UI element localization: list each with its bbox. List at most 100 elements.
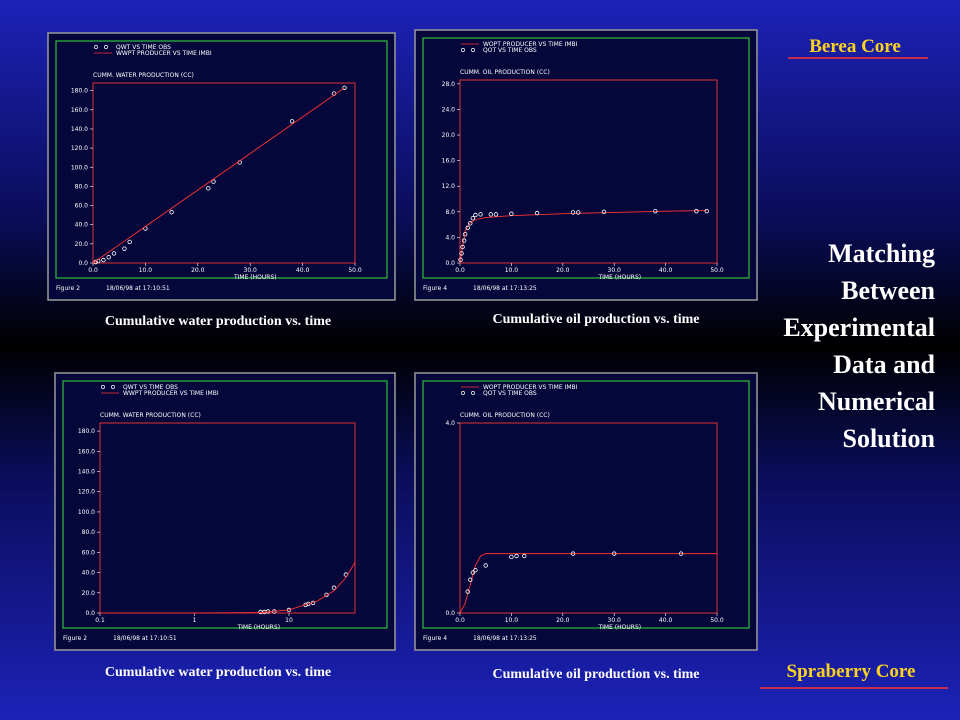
- legend-marker: [461, 391, 465, 395]
- figure-label: Figure 4: [423, 635, 447, 642]
- x-tick-label: 40.0: [296, 267, 310, 274]
- data-point: [169, 210, 174, 215]
- title-line: Data and: [833, 350, 935, 379]
- y-tick-label: 120.0: [78, 489, 95, 496]
- x-axis-label: TIME (HOURS): [598, 274, 642, 281]
- data-point: [465, 225, 470, 231]
- data-point: [473, 212, 478, 218]
- data-point: [694, 208, 699, 214]
- data-point: [509, 554, 514, 560]
- y-tick-label: 40.0: [82, 570, 96, 577]
- y-tick-label: 40.0: [75, 222, 89, 229]
- y-tick-label: 180.0: [71, 88, 88, 95]
- timestamp: 18/06/98 at 17:13:25: [473, 635, 537, 642]
- y-tick-label: 100.0: [71, 164, 88, 171]
- legend-label: WOPT PRODUCER VS TIME IMBI: [483, 41, 578, 48]
- data-point: [570, 551, 576, 556]
- x-tick-label: 0.0: [88, 267, 98, 274]
- y-tick-label: 16.0: [442, 158, 456, 165]
- x-tick-label: 30.0: [608, 267, 622, 274]
- data-point: [612, 551, 617, 556]
- y-tick-label: 140.0: [78, 469, 95, 476]
- legend-label: QWT VS TIME OBS: [123, 384, 178, 391]
- data-line: [100, 562, 356, 614]
- data-point: [468, 577, 473, 582]
- data-point: [468, 221, 473, 226]
- y-tick-label: 8.0: [445, 209, 455, 216]
- title-line: Matching: [828, 239, 935, 268]
- y-tick-label: 160.0: [71, 107, 88, 114]
- x-tick-label: 0.0: [455, 267, 465, 274]
- panel-frame: [422, 37, 750, 279]
- x-tick-label: 10.0: [505, 267, 519, 274]
- legend-label: WOPT PRODUCER VS TIME IMBI: [483, 384, 578, 391]
- y-tick-label: 60.0: [82, 549, 96, 556]
- data-line: [92, 87, 345, 264]
- y-tick-label: 24.0: [442, 106, 456, 113]
- timestamp: 18/06/98 at 17:10:51: [113, 635, 177, 642]
- x-tick-label: 10.0: [505, 617, 519, 624]
- data-point: [111, 251, 117, 256]
- x-tick-label: 50.0: [710, 617, 724, 624]
- x-tick-label: 40.0: [659, 617, 673, 624]
- plot-frame: [459, 422, 718, 614]
- figure-label: Figure 4: [423, 285, 447, 292]
- legend-label: WWPT PRODUCER VS TIME IMBI: [116, 50, 212, 57]
- x-axis-label: TIME (HOURS): [598, 624, 642, 631]
- panel: [54, 372, 396, 651]
- legend-label: QWT VS TIME OBS: [116, 44, 171, 51]
- y-tick-label: 4.0: [445, 234, 455, 241]
- y-axis-label: CUMM. OIL PRODUCTION (CC): [460, 69, 550, 76]
- legend-marker: [104, 45, 108, 49]
- top-label: Berea Core: [809, 36, 901, 57]
- data-point: [534, 210, 540, 216]
- data-point: [570, 210, 576, 215]
- y-axis-label: CUMM. OIL PRODUCTION (CC): [460, 412, 550, 419]
- data-point: [488, 212, 494, 217]
- y-tick-label: 20.0: [442, 132, 456, 139]
- legend-marker: [471, 48, 475, 52]
- x-tick-label: 10.0: [139, 267, 153, 274]
- y-tick-label: 80.0: [75, 183, 89, 190]
- y-tick-label: 0.0: [445, 260, 455, 267]
- y-tick-label: 0.0: [445, 610, 455, 617]
- data-point: [478, 212, 483, 217]
- title-line: Numerical: [818, 387, 935, 416]
- x-axis-label: TIME (HOURS): [233, 274, 277, 281]
- panel: [47, 32, 396, 301]
- data-line: [459, 553, 717, 614]
- legend-label: QOT VS TIME OBS: [483, 47, 537, 54]
- panel: [414, 372, 758, 651]
- legend-marker: [101, 385, 105, 389]
- data-point: [470, 570, 476, 575]
- x-tick-label: 0.0: [455, 617, 465, 624]
- data-point: [576, 210, 581, 215]
- data-point: [289, 119, 295, 124]
- panel-frame: [422, 380, 750, 629]
- y-tick-label: 180.0: [78, 428, 95, 435]
- data-point: [493, 212, 499, 217]
- data-point: [473, 568, 478, 573]
- data-point: [470, 216, 476, 221]
- y-axis-label: CUMM. WATER PRODUCTION (CC): [100, 412, 201, 419]
- data-point: [101, 257, 106, 263]
- x-tick-label: 20.0: [556, 617, 570, 624]
- legend-marker: [471, 391, 475, 395]
- figure-label: Figure 2: [63, 635, 87, 642]
- bottom-label: Spraberry Core: [787, 661, 916, 682]
- y-tick-label: 160.0: [78, 448, 95, 455]
- title-line: Between: [841, 276, 935, 305]
- x-tick-label: 20.0: [191, 267, 205, 274]
- x-tick-label: 30.0: [608, 617, 622, 624]
- y-tick-label: 28.0: [442, 81, 456, 88]
- y-tick-label: 4.0: [445, 420, 455, 427]
- x-tick-label: 30.0: [244, 267, 258, 274]
- x-tick-label: 50.0: [710, 267, 724, 274]
- data-point: [460, 244, 465, 250]
- y-tick-label: 120.0: [71, 145, 88, 152]
- data-point: [601, 209, 607, 215]
- data-point: [106, 255, 111, 260]
- data-point: [465, 589, 470, 594]
- y-tick-label: 12.0: [442, 183, 456, 190]
